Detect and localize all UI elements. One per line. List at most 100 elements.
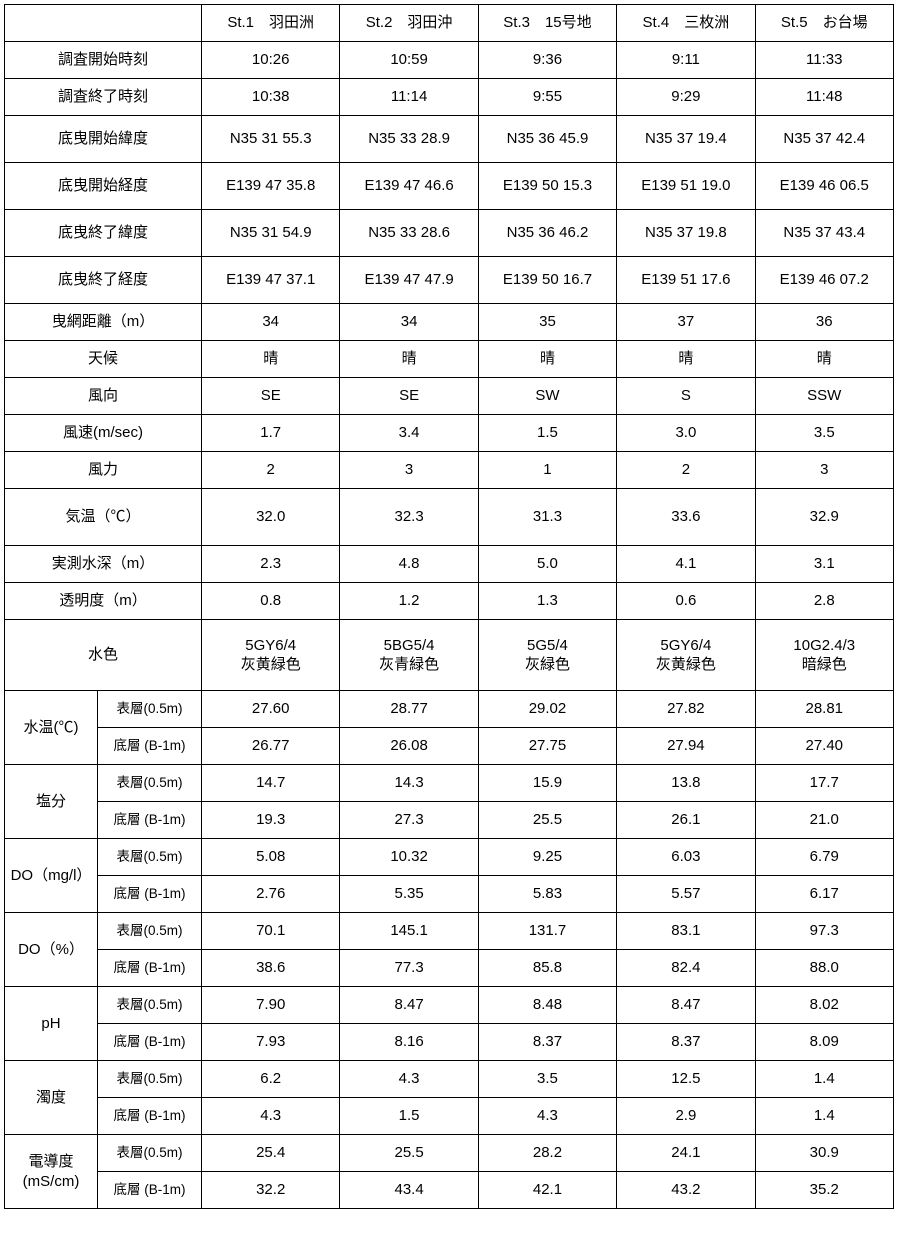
cell-do_mgl-surface-3: 9.25 — [478, 839, 616, 876]
cell-start_time-1: 10:26 — [202, 42, 340, 79]
row-depth: 実測水深（m）2.34.85.04.13.1 — [5, 546, 894, 583]
cell-conductivity-surface-5: 30.9 — [755, 1135, 893, 1172]
row-label-do_mgl: DO（mg/l） — [5, 839, 98, 913]
row-label-wind_speed: 風速(m/sec) — [5, 415, 202, 452]
row-label-tow_start_lat: 底曳開始緯度 — [5, 116, 202, 163]
cell-depth-5: 3.1 — [755, 546, 893, 583]
cell-water_temp-bottom-4: 27.94 — [617, 728, 755, 765]
cell-ph-bottom-4: 8.37 — [617, 1024, 755, 1061]
cell-turbidity-bottom-1: 4.3 — [202, 1098, 340, 1135]
sublabel-salinity-surface: 表層(0.5m) — [98, 765, 202, 802]
column-header-1: St.1 羽田洲 — [202, 5, 340, 42]
cell-water_temp-bottom-1: 26.77 — [202, 728, 340, 765]
row-do_mgl-bottom: 底層 (B-1m)2.765.355.835.576.17 — [5, 876, 894, 913]
row-wind_speed: 風速(m/sec)1.73.41.53.03.5 — [5, 415, 894, 452]
row-ph-surface: pH表層(0.5m)7.908.478.488.478.02 — [5, 987, 894, 1024]
column-header-2: St.2 羽田沖 — [340, 5, 478, 42]
cell-water_temp-surface-4: 27.82 — [617, 691, 755, 728]
row-label-wind_force: 風力 — [5, 452, 202, 489]
cell-salinity-bottom-1: 19.3 — [202, 802, 340, 839]
cell-ph-surface-3: 8.48 — [478, 987, 616, 1024]
cell-salinity-surface-3: 15.9 — [478, 765, 616, 802]
cell-air_temp-5: 32.9 — [755, 489, 893, 546]
column-header-3: St.3 15号地 — [478, 5, 616, 42]
cell-weather-2: 晴 — [340, 341, 478, 378]
row-label-tow_end_lon: 底曳終了経度 — [5, 257, 202, 304]
cell-tow_end_lat-3: N35 36 46.2 — [478, 210, 616, 257]
cell-air_temp-1: 32.0 — [202, 489, 340, 546]
row-transparency: 透明度（m）0.81.21.30.62.8 — [5, 583, 894, 620]
cell-turbidity-surface-2: 4.3 — [340, 1061, 478, 1098]
cell-air_temp-2: 32.3 — [340, 489, 478, 546]
cell-wind_force-1: 2 — [202, 452, 340, 489]
cell-tow_end_lon-2: E139 47 47.9 — [340, 257, 478, 304]
row-wind_dir: 風向SESESWSSSW — [5, 378, 894, 415]
cell-do_mgl-bottom-1: 2.76 — [202, 876, 340, 913]
cell-conductivity-bottom-4: 43.2 — [617, 1172, 755, 1209]
sublabel-do_mgl-surface: 表層(0.5m) — [98, 839, 202, 876]
cell-tow_start_lon-3: E139 50 15.3 — [478, 163, 616, 210]
cell-ph-bottom-5: 8.09 — [755, 1024, 893, 1061]
cell-wind_force-4: 2 — [617, 452, 755, 489]
row-water_temp-bottom: 底層 (B-1m)26.7726.0827.7527.9427.40 — [5, 728, 894, 765]
cell-depth-2: 4.8 — [340, 546, 478, 583]
cell-turbidity-bottom-3: 4.3 — [478, 1098, 616, 1135]
row-ph-bottom: 底層 (B-1m)7.938.168.378.378.09 — [5, 1024, 894, 1061]
cell-water_temp-surface-5: 28.81 — [755, 691, 893, 728]
cell-conductivity-surface-2: 25.5 — [340, 1135, 478, 1172]
row-label-water_color: 水色 — [5, 620, 202, 691]
cell-wind_speed-2: 3.4 — [340, 415, 478, 452]
cell-tow_end_lon-3: E139 50 16.7 — [478, 257, 616, 304]
cell-tow_dist-5: 36 — [755, 304, 893, 341]
row-label-turbidity: 濁度 — [5, 1061, 98, 1135]
row-label-air_temp: 気温（℃） — [5, 489, 202, 546]
header-blank — [5, 5, 202, 42]
cell-ph-surface-2: 8.47 — [340, 987, 478, 1024]
sublabel-ph-surface: 表層(0.5m) — [98, 987, 202, 1024]
row-label-end_time: 調査終了時刻 — [5, 79, 202, 116]
cell-wind_dir-4: S — [617, 378, 755, 415]
cell-do_pct-bottom-4: 82.4 — [617, 950, 755, 987]
cell-tow_start_lon-5: E139 46 06.5 — [755, 163, 893, 210]
cell-ph-bottom-3: 8.37 — [478, 1024, 616, 1061]
cell-do_mgl-surface-4: 6.03 — [617, 839, 755, 876]
cell-end_time-3: 9:55 — [478, 79, 616, 116]
cell-do_pct-surface-4: 83.1 — [617, 913, 755, 950]
cell-water_color-2: 5BG5/4 灰青緑色 — [340, 620, 478, 691]
cell-conductivity-bottom-2: 43.4 — [340, 1172, 478, 1209]
cell-water_temp-bottom-3: 27.75 — [478, 728, 616, 765]
sublabel-water_temp-surface: 表層(0.5m) — [98, 691, 202, 728]
cell-conductivity-surface-4: 24.1 — [617, 1135, 755, 1172]
cell-start_time-2: 10:59 — [340, 42, 478, 79]
cell-start_time-5: 11:33 — [755, 42, 893, 79]
cell-tow_end_lon-5: E139 46 07.2 — [755, 257, 893, 304]
row-label-transparency: 透明度（m） — [5, 583, 202, 620]
cell-end_time-1: 10:38 — [202, 79, 340, 116]
row-tow_end_lat: 底曳終了緯度N35 31 54.9N35 33 28.6N35 36 46.2N… — [5, 210, 894, 257]
cell-do_mgl-surface-5: 6.79 — [755, 839, 893, 876]
cell-turbidity-bottom-4: 2.9 — [617, 1098, 755, 1135]
cell-air_temp-3: 31.3 — [478, 489, 616, 546]
header-row: St.1 羽田洲St.2 羽田沖St.3 15号地St.4 三枚洲St.5 お台… — [5, 5, 894, 42]
row-label-depth: 実測水深（m） — [5, 546, 202, 583]
cell-tow_end_lat-5: N35 37 43.4 — [755, 210, 893, 257]
row-label-weather: 天候 — [5, 341, 202, 378]
cell-tow_dist-3: 35 — [478, 304, 616, 341]
cell-water_color-1: 5GY6/4 灰黄緑色 — [202, 620, 340, 691]
cell-tow_end_lat-2: N35 33 28.6 — [340, 210, 478, 257]
cell-weather-1: 晴 — [202, 341, 340, 378]
cell-wind_speed-1: 1.7 — [202, 415, 340, 452]
cell-weather-3: 晴 — [478, 341, 616, 378]
cell-tow_start_lat-3: N35 36 45.9 — [478, 116, 616, 163]
cell-tow_end_lon-4: E139 51 17.6 — [617, 257, 755, 304]
cell-do_pct-bottom-5: 88.0 — [755, 950, 893, 987]
cell-water_color-3: 5G5/4 灰緑色 — [478, 620, 616, 691]
row-water_color: 水色5GY6/4 灰黄緑色5BG5/4 灰青緑色5G5/4 灰緑色5GY6/4 … — [5, 620, 894, 691]
cell-tow_start_lat-1: N35 31 55.3 — [202, 116, 340, 163]
cell-tow_end_lat-1: N35 31 54.9 — [202, 210, 340, 257]
cell-salinity-bottom-2: 27.3 — [340, 802, 478, 839]
cell-end_time-5: 11:48 — [755, 79, 893, 116]
row-label-tow_start_lon: 底曳開始経度 — [5, 163, 202, 210]
cell-transparency-4: 0.6 — [617, 583, 755, 620]
cell-air_temp-4: 33.6 — [617, 489, 755, 546]
